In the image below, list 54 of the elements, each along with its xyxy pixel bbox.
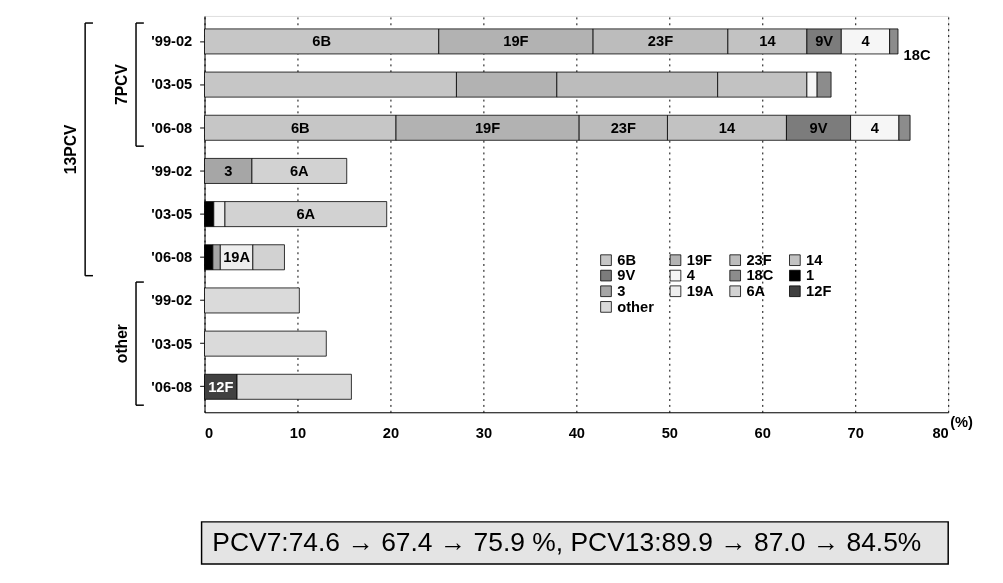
annotation: 19A (223, 249, 251, 266)
annotation: 12F (208, 378, 234, 395)
x-tick-label: 50 (661, 425, 678, 442)
y-tick-label: '06-08 (151, 119, 193, 136)
text: other (113, 324, 131, 364)
annotation: 6A (296, 206, 316, 222)
annotation: 4 (870, 119, 880, 136)
legend-label: 1 (806, 267, 815, 284)
x-tick-label: 10 (289, 425, 307, 442)
annotation: 23F (647, 33, 674, 50)
y-tick-label: '99-02 (151, 33, 193, 50)
legend-label: 6A (746, 283, 766, 300)
annotation: 23F (610, 119, 636, 136)
annotation: 14 (759, 33, 777, 50)
annotation: 18C (903, 47, 931, 64)
legend-label: 19F (686, 252, 713, 269)
y-tick-label: '99-02 (151, 292, 193, 309)
legend-label: 18C (746, 267, 774, 284)
legend-label: 9V (617, 267, 636, 284)
legend-label: 12F (806, 283, 832, 300)
y-tick-label: '99-02 (151, 162, 193, 179)
legend-label: 19A (686, 283, 715, 300)
annotation: 6B (312, 33, 332, 50)
text: 7PCV (113, 63, 131, 106)
legend-label: 23F (746, 252, 772, 269)
x-tick-label: 0 (205, 425, 214, 442)
text: 13PCV (62, 124, 80, 175)
y-tick-label: '06-08 (151, 378, 193, 395)
x-tick-label: 20 (382, 425, 400, 442)
annotation: 3 (224, 162, 233, 179)
y-tick-label: '03-05 (151, 76, 193, 93)
x-tick-label: 30 (475, 425, 493, 442)
text: PCV7:74.6 → 67.4 → 75.9 %, PCV13:89.9 → 87.0 → 84.5% (212, 527, 922, 558)
annotation: 6B (290, 119, 310, 136)
annotation: 19F (474, 119, 501, 136)
annotation: 9V (809, 119, 828, 136)
legend-label: 4 (686, 267, 696, 284)
x-tick-label: 60 (754, 425, 771, 442)
legend-label: 6B (617, 252, 637, 269)
x-axis-title: (%) (950, 413, 974, 430)
annotation: 4 (861, 33, 871, 50)
y-tick-label: '03-05 (151, 206, 193, 222)
x-tick-label: 70 (847, 425, 864, 442)
x-tick-label: 40 (568, 425, 585, 442)
y-tick-label: '03-05 (151, 335, 193, 352)
y-tick-label: '06-08 (151, 249, 193, 266)
legend-label: 3 (617, 283, 626, 300)
legend-label: 14 (806, 252, 824, 269)
annotation: 19F (503, 33, 529, 50)
annotation: 14 (718, 119, 736, 136)
x-tick-label: 80 (932, 425, 949, 442)
annotation: 6A (289, 162, 310, 179)
legend-label: other (617, 298, 655, 315)
annotation: 9V (815, 33, 834, 50)
